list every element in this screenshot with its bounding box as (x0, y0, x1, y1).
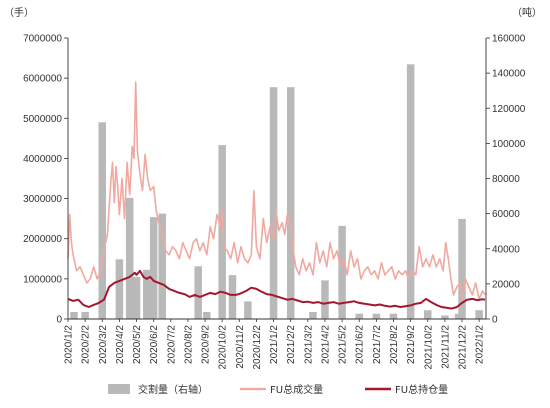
delivery-bar (244, 301, 252, 319)
delivery-bar (115, 259, 124, 319)
x-tick-label: 2021/6/2 (355, 325, 366, 364)
y-right-tick-label: 0 (492, 315, 498, 326)
x-tick-label: 2021/12/2 (458, 325, 469, 370)
x-tick-labels: 2020/1/2 2020/2/2 2020/3/2 2020/4/2 2020/5/2… (64, 319, 486, 370)
x-tick-label: 2020/8/2 (183, 325, 194, 364)
delivery-bar (269, 87, 278, 319)
delivery-bar (424, 310, 432, 319)
delivery-bar (338, 225, 346, 319)
delivery-bar (70, 311, 78, 319)
y-left-tick-label: 2000000 (23, 234, 62, 245)
series-lines (67, 81, 486, 310)
x-tick-label: 2020/9/2 (201, 325, 212, 364)
legend-label: FU总持仓量 (395, 383, 448, 396)
legend-swatch-delivery (108, 384, 130, 394)
y-right-tick-label: 20000 (492, 279, 520, 290)
x-tick-label: 2021/1/2 (269, 325, 280, 364)
delivery-bar (475, 310, 483, 319)
y-right-unit-label: （吨） (512, 6, 542, 19)
y-right-tick-label: 100000 (492, 139, 526, 150)
x-tick-label: 2021/5/2 (338, 325, 349, 364)
x-tick-label: 2021/10/2 (423, 325, 434, 370)
x-tick-label: 2020/6/2 (149, 325, 160, 364)
y-left-tick-label: 6000000 (23, 74, 62, 85)
axes (67, 38, 487, 320)
x-tick-label: 2021/2/2 (286, 325, 297, 364)
x-tick-label: 2021/9/2 (406, 325, 417, 364)
x-tick-label: 2021/7/2 (372, 325, 383, 364)
delivery-bar (309, 311, 317, 319)
delivery-bar (125, 197, 134, 319)
x-tick-label: 2020/1/2 (64, 325, 75, 364)
y-left-tick-label: 0 (56, 315, 62, 326)
delivery-bar (218, 145, 226, 319)
x-tick-label: 2021/3/2 (303, 325, 314, 364)
delivery-bar (355, 313, 363, 319)
x-tick-label: 2020/12/2 (252, 325, 263, 370)
y-right-tick-label: 120000 (492, 104, 526, 115)
delivery-bar (286, 87, 295, 319)
y-left-tick-labels: 0 1000000 2000000 3000000 4000000 5000000 6000… (23, 34, 68, 326)
delivery-bar (81, 311, 89, 319)
x-tick-label: 2020/10/2 (218, 325, 229, 370)
delivery-bar (228, 275, 237, 319)
x-tick-label: 2020/2/2 (81, 325, 92, 364)
y-left-unit-label: （手） (4, 6, 34, 19)
x-tick-label: 2020/5/2 (132, 325, 143, 364)
legend: 交割量（右轴） FU总成交量 FU总持仓量 (108, 383, 448, 396)
delivery-bar (194, 266, 202, 319)
delivery-bar (406, 64, 415, 319)
y-right-tick-label: 60000 (492, 209, 520, 220)
x-tick-label: 2020/3/2 (98, 325, 109, 364)
delivery-bars (70, 64, 483, 319)
legend-label: FU总成交量 (270, 383, 323, 396)
delivery-bar (389, 313, 398, 319)
y-right-tick-labels: 0 20000 40000 60000 80000 100000 120000 140000 1… (486, 34, 526, 326)
y-left-tick-label: 7000000 (23, 34, 62, 45)
delivery-bar (372, 313, 381, 319)
y-left-tick-label: 3000000 (23, 194, 62, 205)
y-right-tick-label: 140000 (492, 69, 526, 80)
delivery-bar (321, 280, 329, 319)
x-tick-label: 2022/1/2 (475, 325, 486, 364)
y-left-tick-label: 5000000 (23, 114, 62, 125)
x-tick-label: 2021/8/2 (389, 325, 400, 364)
delivery-bar (203, 311, 211, 319)
delivery-bar (149, 217, 158, 319)
x-tick-label: 2020/11/2 (235, 325, 246, 369)
delivery-bar (132, 276, 141, 319)
x-tick-label: 2021/11/2 (440, 325, 451, 369)
delivery-bar (158, 213, 166, 319)
delivery-bar (98, 122, 107, 319)
y-left-tick-label: 1000000 (23, 274, 62, 285)
x-tick-label: 2021/4/2 (320, 325, 331, 364)
fu-total-open-interest-line (67, 269, 486, 310)
delivery-bar (458, 218, 466, 319)
legend-label: 交割量（右轴） (138, 383, 208, 396)
x-tick-label: 2020/7/2 (166, 325, 177, 364)
delivery-bar (143, 269, 151, 319)
fu-total-volume-line (67, 81, 486, 300)
y-left-tick-label: 4000000 (23, 154, 62, 165)
y-right-tick-label: 160000 (492, 34, 526, 45)
y-right-tick-label: 80000 (492, 174, 520, 185)
delivery-bar (441, 315, 449, 319)
y-right-tick-label: 40000 (492, 244, 520, 255)
x-tick-label: 2020/4/2 (115, 325, 126, 364)
